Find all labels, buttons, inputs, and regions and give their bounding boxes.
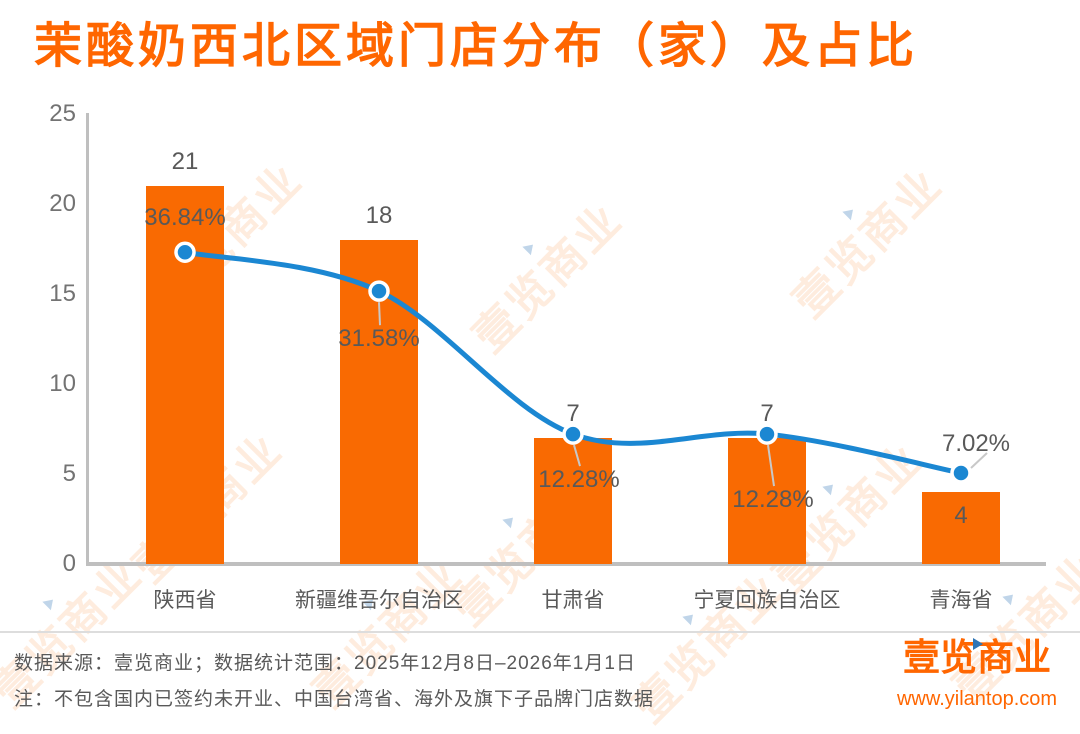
x-category-label: 甘肃省 [541,589,605,612]
bar-value-label: 21 [171,148,199,175]
percent-label: 12.28% [538,466,620,494]
page-title: 茉酸奶西北区域门店分布（家）及占比 [34,20,919,73]
x-category-label: 新疆维吾尔自治区 [295,589,463,612]
percent-label: 36.84% [144,204,226,232]
x-category-label: 陕西省 [153,589,217,612]
bar-value-label: 7 [760,400,774,427]
bar-甘肃省 [534,438,612,564]
bar-新疆维吾尔自治区 [340,240,418,564]
brand-logo: 壹览商业 [903,636,1051,680]
brand-block: 壹览商业 www.yilantop.com [892,636,1062,711]
data-point-marker [950,462,972,484]
data-source-line: 数据来源：壹览商业；数据统计范围：2025年12月8日–2026年1月1日 [14,653,636,674]
y-axis-tick: 10 [49,370,76,397]
data-note-line: 注：不包含国内已签约未开业、中国台湾省、海外及旗下子品牌门店数据 [14,689,655,710]
play-triangle-icon [972,638,983,650]
bar-青海省 [922,492,1000,564]
percent-label: 31.58% [338,325,420,353]
y-axis-tick: 15 [49,280,76,307]
x-category-label: 宁夏回族自治区 [693,589,841,612]
y-axis-tick: 5 [62,460,76,487]
bar-value-label: 7 [566,400,580,427]
percent-label: 12.28% [732,486,814,514]
x-category-label: 青海省 [929,589,993,612]
footer-divider [0,631,1080,633]
x-axis-line [86,562,1046,566]
brand-url-link[interactable]: www.yilantop.com [896,688,1058,710]
y-axis-tick: 20 [49,190,76,217]
bar-value-label: 4 [954,502,968,529]
y-axis-tick: 25 [49,100,76,127]
y-axis-tick: 0 [62,550,76,577]
percent-label: 7.02% [941,430,1011,458]
bar-value-label: 18 [365,202,393,229]
bar-陕西省 [146,186,224,564]
y-axis-line [86,113,89,565]
